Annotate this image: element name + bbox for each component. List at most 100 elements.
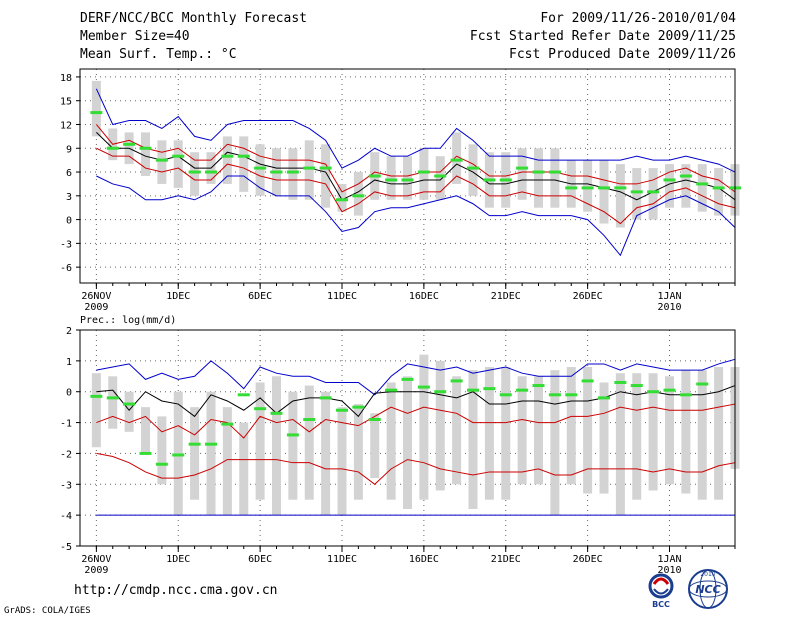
spread-bar bbox=[173, 140, 183, 188]
spread-bar bbox=[157, 416, 167, 485]
spread-bar bbox=[206, 391, 216, 516]
series-line-max bbox=[96, 358, 736, 396]
bcc-logo-text: BCC bbox=[652, 600, 670, 609]
series-line-p10 bbox=[96, 452, 736, 485]
x-tick-label: 26DEC bbox=[573, 291, 603, 302]
y-tick-label: -5 bbox=[60, 542, 72, 553]
spread-bar bbox=[435, 156, 445, 200]
spread-bar bbox=[271, 376, 282, 516]
spread-bar bbox=[353, 172, 363, 216]
y-tick-label: 0 bbox=[66, 216, 72, 227]
x-tick-label: 6DEC bbox=[248, 554, 272, 565]
x-tick-label: 26DEC bbox=[573, 554, 603, 565]
ncc-logo-text: NCC bbox=[695, 583, 720, 596]
spread-bar bbox=[664, 376, 675, 485]
spread-bar bbox=[402, 156, 413, 200]
spread-bar bbox=[648, 373, 658, 491]
y-tick-label: -2 bbox=[60, 449, 72, 460]
spread-bar bbox=[321, 391, 331, 516]
spread-bar bbox=[140, 132, 151, 176]
spread-bar bbox=[255, 382, 265, 500]
series-line-p90 bbox=[95, 124, 736, 193]
spread-bar bbox=[583, 367, 593, 494]
spread-bar bbox=[353, 404, 363, 500]
spread-bar bbox=[304, 385, 314, 500]
spread-bar bbox=[550, 148, 560, 208]
y-tick-label: -6 bbox=[60, 263, 72, 274]
grads-credit: GrADS: COLA/IGES bbox=[4, 606, 91, 616]
y-tick-label: -4 bbox=[60, 511, 72, 522]
ncc-logo-year: 2010 bbox=[700, 571, 715, 578]
spread-bar bbox=[599, 160, 609, 224]
spread-bar bbox=[288, 148, 298, 200]
y-tick-label: 2 bbox=[66, 326, 72, 337]
x-tick-label: 11DEC bbox=[327, 554, 357, 565]
spread-bar bbox=[239, 136, 249, 192]
series-line-mean bbox=[96, 403, 736, 439]
x-tick-year-label: 2010 bbox=[657, 565, 681, 576]
spread-bar bbox=[124, 391, 134, 432]
forecast-produced-date: Fcst Produced Date 2009/11/26 bbox=[509, 47, 736, 62]
spread-bar bbox=[419, 354, 429, 500]
bcc-logo: BCC bbox=[640, 570, 682, 610]
x-tick-year-label: 2010 bbox=[657, 302, 681, 313]
y-tick-label: 18 bbox=[60, 73, 72, 84]
y-tick-label: 9 bbox=[66, 144, 72, 155]
precipitation-title: Prec.: log(mm/d) bbox=[80, 315, 176, 326]
spread-bar bbox=[222, 407, 232, 516]
spread-bar bbox=[550, 370, 560, 516]
spread-bar bbox=[222, 136, 232, 184]
spread-bar bbox=[714, 367, 724, 500]
x-tick-label: 1DEC bbox=[166, 291, 190, 302]
spread-bar bbox=[615, 164, 625, 228]
spread-bar bbox=[697, 164, 707, 212]
spread-bar bbox=[190, 407, 200, 500]
series-line-p90 bbox=[96, 385, 736, 418]
spread-bar bbox=[664, 164, 675, 208]
y-tick-label: -1 bbox=[60, 419, 72, 430]
x-tick-label: 16DEC bbox=[409, 554, 439, 565]
x-tick-label: 11DEC bbox=[327, 291, 357, 302]
spread-bar bbox=[140, 407, 151, 454]
y-tick-label: 15 bbox=[60, 97, 72, 108]
forecast-started-date: Fcst Started Refer Date 2009/11/25 bbox=[469, 29, 736, 44]
chart-title: DERF/NCC/BCC Monthly Forecast bbox=[80, 11, 307, 26]
x-tick-label: 21DEC bbox=[491, 554, 521, 565]
spread-bar bbox=[484, 367, 494, 500]
spread-bar bbox=[173, 391, 183, 516]
spread-bar bbox=[157, 140, 167, 184]
spread-bar bbox=[108, 376, 118, 429]
series-line-p10 bbox=[96, 147, 736, 225]
source-url[interactable]: http://cmdp.ncc.cma.gov.cn bbox=[74, 583, 278, 598]
spread-bar bbox=[533, 376, 544, 485]
x-tick-year-label: 2009 bbox=[84, 565, 108, 576]
spread-bar bbox=[386, 156, 396, 200]
spread-bar bbox=[91, 373, 101, 448]
spread-bar bbox=[402, 376, 413, 509]
x-tick-label: 1JAN bbox=[657, 554, 681, 565]
x-tick-label: 26NOV bbox=[81, 291, 111, 302]
spread-bar bbox=[337, 183, 347, 212]
y-tick-label: 12 bbox=[60, 120, 72, 131]
x-tick-label: 16DEC bbox=[409, 291, 439, 302]
spread-bar bbox=[697, 370, 707, 500]
spread-bar bbox=[468, 370, 478, 509]
spread-bar bbox=[452, 132, 462, 184]
spread-bar bbox=[714, 168, 724, 216]
ncc-logo: NCC 2010 bbox=[684, 568, 732, 610]
member-size: Member Size=40 bbox=[80, 29, 190, 44]
series-line-max bbox=[95, 88, 736, 173]
spread-bar bbox=[288, 391, 298, 500]
spread-bar bbox=[517, 376, 527, 485]
forecast-period: For 2009/11/26-2010/01/04 bbox=[540, 11, 736, 26]
x-tick-label: 1DEC bbox=[166, 554, 190, 565]
x-tick-label: 1JAN bbox=[657, 291, 681, 302]
x-tick-label: 6DEC bbox=[248, 291, 272, 302]
series-line-min bbox=[96, 175, 736, 257]
spread-bar bbox=[566, 367, 576, 485]
spread-bar bbox=[321, 144, 331, 208]
spread-bar bbox=[681, 164, 691, 208]
